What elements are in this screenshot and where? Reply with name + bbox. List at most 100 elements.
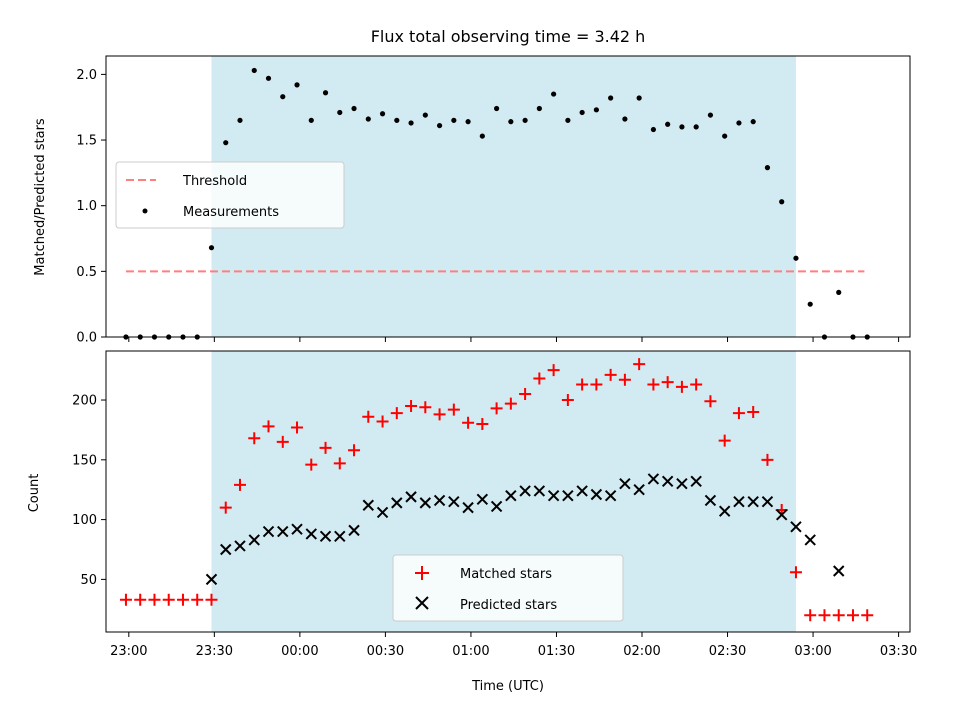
- measurement-point: [237, 117, 243, 123]
- measurement-point: [479, 133, 485, 139]
- predicted-star-point: [262, 525, 275, 538]
- measurements-legend-swatch: [142, 208, 148, 214]
- matched-star-point: [732, 407, 745, 420]
- predicted-star-point: [277, 525, 289, 538]
- predicted-star-point: [633, 483, 645, 496]
- predicted-star-point: [348, 524, 360, 537]
- predicted-stars-legend-swatch: [415, 596, 429, 610]
- matched-star-point: [789, 566, 802, 579]
- matched-star-point: [305, 458, 318, 471]
- predicted-star-point: [804, 534, 816, 546]
- predicted-star-point: [647, 473, 660, 485]
- predicted-star-point: [291, 523, 303, 535]
- y-tick-label: 150: [72, 453, 97, 468]
- measurement-point: [422, 112, 428, 118]
- top-axes-frame: [105, 55, 911, 338]
- bottom-legend: Matched stars Predicted stars: [392, 554, 624, 622]
- predicted-star-point: [248, 534, 260, 546]
- predicted-star-point: [576, 485, 588, 497]
- measurement-point: [280, 94, 286, 100]
- y-tick-label: 0.5: [76, 265, 97, 280]
- predicted-star-point: [376, 506, 389, 519]
- bottom-axes-frame: [105, 350, 911, 633]
- x-tick-label: 02:30: [709, 644, 746, 659]
- predicted-star-point: [676, 478, 688, 490]
- predicted-star-point: [547, 489, 560, 502]
- measurement-point: [722, 133, 728, 139]
- y-tick-label: 2.0: [76, 68, 97, 83]
- x-axis-label: Time (UTC): [471, 679, 544, 694]
- measurement-point: [251, 67, 257, 74]
- measurement-point: [365, 116, 371, 122]
- x-tick-label: 03:00: [794, 644, 831, 659]
- matched-star-point: [690, 378, 703, 391]
- matched-star-point: [846, 609, 859, 622]
- matched-star-point: [504, 397, 517, 410]
- measurement-point: [779, 199, 785, 205]
- matched-star-point: [804, 609, 817, 622]
- threshold-legend-label: Threshold: [182, 174, 247, 189]
- matched-star-point: [319, 441, 332, 454]
- predicted-star-point: [334, 530, 346, 543]
- x-tick-label: 02:00: [623, 644, 660, 659]
- matched-star-point: [675, 380, 688, 393]
- measurement-point: [522, 117, 528, 123]
- matched-star-point: [291, 421, 304, 434]
- measurement-point: [536, 105, 542, 112]
- x-tick-label: 00:00: [281, 644, 318, 659]
- measurement-point: [408, 120, 414, 126]
- predicted-star-point: [761, 495, 774, 508]
- predicted-star-point: [405, 491, 417, 503]
- y-tick-label: 50: [80, 573, 97, 588]
- top-y-axis-label: Matched/Predicted stars: [33, 118, 48, 276]
- measurement-point: [337, 109, 343, 116]
- matched-star-point: [205, 593, 218, 606]
- measurement-point: [650, 126, 657, 133]
- measurement-point: [265, 75, 272, 81]
- measurement-point: [436, 122, 443, 129]
- measurement-point: [608, 95, 614, 101]
- predicted-star-point: [775, 509, 788, 521]
- matched-star-point: [162, 593, 175, 606]
- predicted-star-point: [220, 543, 232, 556]
- matched-star-point: [747, 405, 760, 418]
- matched-star-point: [561, 394, 574, 407]
- top-x-ticks: [128, 337, 900, 342]
- predicted-star-point: [833, 565, 845, 577]
- predicted-star-point: [362, 499, 375, 511]
- x-tick-label: 01:30: [538, 644, 575, 659]
- matched-stars-legend-swatch: [415, 566, 429, 580]
- measurement-point: [793, 255, 799, 261]
- measurement-point: [565, 117, 571, 123]
- measurement-point: [493, 105, 500, 112]
- chart-title: Flux total observing time = 3.42 h: [371, 27, 646, 46]
- predicted-star-point: [305, 528, 317, 540]
- measurement-point: [707, 112, 714, 118]
- matched-star-point: [333, 457, 346, 470]
- predicted-star-point: [490, 500, 503, 513]
- measurement-point: [551, 91, 557, 97]
- predicted-star-point: [604, 489, 617, 502]
- measurement-point: [807, 301, 813, 307]
- predicted-star-point: [661, 475, 674, 488]
- predicted-star-point: [433, 494, 446, 507]
- measurement-point: [665, 121, 671, 127]
- measurement-point: [750, 119, 756, 125]
- measurement-point: [593, 107, 599, 113]
- matched-star-point: [590, 378, 603, 391]
- matched-star-point: [362, 410, 375, 423]
- measurement-point: [208, 245, 215, 251]
- matched-star-point: [248, 432, 261, 445]
- predicted-star-point: [790, 521, 802, 533]
- measurement-point: [508, 119, 514, 125]
- matched-star-point: [604, 368, 617, 381]
- matched-star-point: [447, 403, 460, 416]
- x-tick-label: 23:30: [196, 644, 233, 659]
- matched-star-point: [176, 593, 189, 606]
- measurement-point: [308, 117, 314, 123]
- predicted-star-point: [419, 497, 432, 509]
- bottom-series: [119, 358, 874, 622]
- predicted-star-point: [391, 497, 403, 509]
- matched-star-point: [234, 478, 246, 491]
- predicted-star-point: [462, 501, 474, 514]
